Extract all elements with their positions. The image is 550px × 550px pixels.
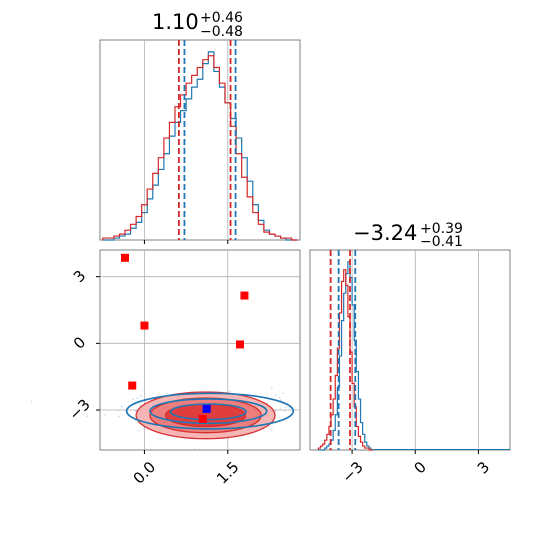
p2-xtick-label: 0 xyxy=(411,458,430,477)
p2d-sample-point xyxy=(120,405,123,408)
p2d-sample-point xyxy=(140,394,142,397)
p2d-sample-point xyxy=(103,413,106,416)
param1-title-value: 1.10 xyxy=(152,10,199,34)
p2d-sample-point xyxy=(143,427,145,430)
p2d-sample-point xyxy=(138,404,141,407)
p2d-reference-marker xyxy=(236,340,244,349)
p2d-sample-point xyxy=(193,448,196,451)
p2d-reference-marker xyxy=(128,381,137,390)
p2d-sample-point xyxy=(229,390,231,393)
p2d-sample-point xyxy=(270,386,273,389)
p2-hist-red xyxy=(317,269,374,451)
p2d-reference-marker xyxy=(140,321,149,330)
p2d-sample-point xyxy=(134,410,137,412)
p2d-sample-point xyxy=(279,399,282,402)
p2d-sample-point xyxy=(137,429,140,432)
p2d-sample-point xyxy=(284,406,287,409)
p2d-best-fit-marker xyxy=(202,404,211,413)
histogram-param1-panel: 1.10 +0.46 −0.48 xyxy=(99,10,301,244)
p2d-sample-point xyxy=(165,392,168,395)
p2d-sample-point xyxy=(30,400,33,403)
histogram-param2-panel: −3 0 3 −3.24 +0.39 −0.41 xyxy=(309,221,511,486)
p2d-sample-point xyxy=(117,409,120,412)
p2d-contour-blue xyxy=(125,392,295,430)
p2d-sample-point xyxy=(289,406,291,409)
p2d-reference-marker xyxy=(198,414,207,423)
p2-xtick-label: −3 xyxy=(338,458,366,486)
p1-hist-red xyxy=(102,55,298,241)
p2d-reference-marker xyxy=(121,253,129,262)
scatter-2d-panel: 0.0 1.5 −3 0 3 xyxy=(30,249,346,488)
p2d-sample-point xyxy=(118,415,120,418)
p2d-ytick-label: 0 xyxy=(70,333,89,352)
p2d-sample-point xyxy=(274,410,277,413)
p2d-ytick-label: 3 xyxy=(70,267,89,286)
p2d-sample-point xyxy=(274,394,277,396)
p2-xtick-label: 3 xyxy=(474,458,493,477)
p2d-sample-point xyxy=(282,392,285,395)
p2d-ytick-label: −3 xyxy=(65,395,93,423)
p2d-contour-blue xyxy=(149,398,268,425)
param1-title-lower: −0.48 xyxy=(200,24,243,40)
p2d-sample-point xyxy=(283,410,286,412)
param1-title-upper: +0.46 xyxy=(200,10,243,26)
p2d-sample-point xyxy=(270,428,273,431)
param2-title-lower: −0.41 xyxy=(420,234,463,250)
p2d-sample-point xyxy=(132,398,134,401)
p2d-reference-marker xyxy=(240,291,249,300)
p2-hist-blue xyxy=(318,261,374,451)
p2d-contour-blue xyxy=(169,403,247,421)
p2d-xtick-label: 0.0 xyxy=(130,458,160,488)
p2d-sample-point xyxy=(134,420,137,423)
p2d-sample-point xyxy=(279,408,282,411)
p2d-xtick-label: 1.5 xyxy=(213,458,243,488)
p2d-sample-point xyxy=(136,397,139,400)
param2-title-value: −3.24 xyxy=(353,221,417,245)
p2d-sample-point xyxy=(278,396,281,399)
p2d-sample-point xyxy=(86,415,88,418)
param2-title-upper: +0.39 xyxy=(420,221,463,237)
p1-hist-blue xyxy=(102,51,298,241)
